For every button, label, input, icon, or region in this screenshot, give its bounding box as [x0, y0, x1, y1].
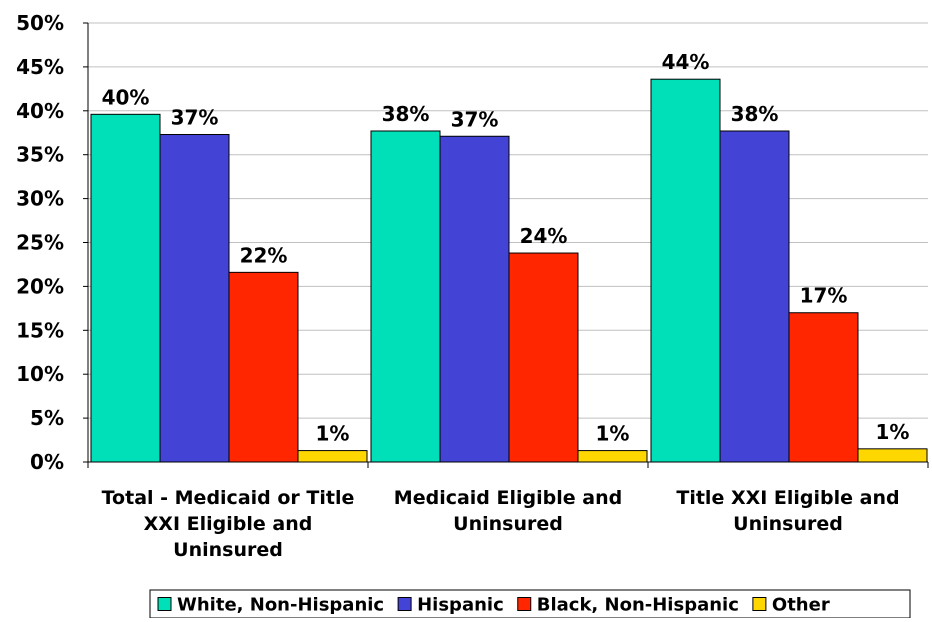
data-label: 37% [451, 107, 499, 131]
legend-label: White, Non-Hispanic [177, 595, 384, 616]
legend-label: Hispanic [417, 595, 504, 616]
bar-black-non-hispanic [788, 312, 859, 463]
y-tick-label: 45% [16, 55, 64, 79]
y-tick-label: 5% [30, 406, 64, 430]
y-tick-label: 40% [16, 99, 64, 123]
bar-other [297, 450, 368, 463]
data-label: 38% [382, 102, 430, 126]
legend-swatch-white-non-hispanic [157, 597, 172, 611]
data-label: 1% [316, 422, 350, 446]
bar-hispanic [439, 135, 510, 463]
data-label: 1% [596, 422, 630, 446]
category-labels: Total - Medicaid or Title XXI Eligible an… [102, 487, 900, 561]
legend-label: Black, Non-Hispanic [537, 595, 739, 616]
legend: White, Non-Hispanic Hispanic Black, Non-Hi… [149, 589, 911, 619]
y-tick-label: 25% [16, 231, 64, 255]
data-label: 24% [520, 224, 568, 248]
category-label-line: Uninsured [733, 513, 843, 535]
legend-swatch-black-non-hispanic [517, 597, 532, 611]
data-label: 37% [171, 106, 219, 130]
bar-black-non-hispanic [228, 271, 299, 463]
bar-other [577, 450, 648, 463]
category-label-line: Uninsured [173, 539, 283, 561]
category-label-line: XXI Eligible and [144, 513, 313, 535]
bar-white-non-hispanic [370, 130, 441, 463]
category-label-line: Total - Medicaid or Title [102, 487, 355, 509]
bar-black-non-hispanic [508, 252, 579, 463]
y-tick-label: 10% [16, 362, 64, 386]
bars [90, 78, 928, 463]
data-label: 1% [876, 420, 910, 444]
bar-hispanic [159, 134, 230, 463]
category-label-line: Title XXI Eligible and [676, 487, 899, 509]
y-tick-label: 0% [30, 450, 64, 474]
category-label-line: Uninsured [453, 513, 563, 535]
bar-white-non-hispanic [650, 78, 721, 463]
data-label: 17% [800, 284, 848, 308]
data-label: 38% [731, 102, 779, 126]
category-label: Medicaid Eligible and Uninsured [394, 487, 622, 535]
category-label: Title XXI Eligible and Uninsured [676, 487, 899, 535]
y-tick-label: 50% [16, 11, 64, 35]
bar-hispanic [719, 130, 790, 463]
bar-other [857, 448, 928, 463]
legend-swatch-other [752, 597, 767, 611]
category-label-line: Medicaid Eligible and [394, 487, 622, 509]
data-label: 40% [102, 85, 150, 109]
y-tick-label: 20% [16, 274, 64, 298]
bar-white-non-hispanic [90, 113, 161, 463]
axes: 0% 5% 10% 15% 20% 25% 30% 35% 40% 45% 50% [16, 11, 929, 474]
data-label: 22% [240, 243, 288, 267]
y-tick-label: 35% [16, 143, 64, 167]
y-tick-label: 15% [16, 318, 64, 342]
data-label: 44% [662, 50, 710, 74]
legend-label: Other [772, 595, 830, 616]
legend-swatch-hispanic [397, 597, 412, 611]
data-labels: 40% 37% 22% 1% 38% 37% 24% 1% 44% 38% 17% 1% [102, 50, 910, 445]
category-label: Total - Medicaid or Title XXI Eligible an… [102, 487, 355, 561]
y-tick-label: 30% [16, 187, 64, 211]
